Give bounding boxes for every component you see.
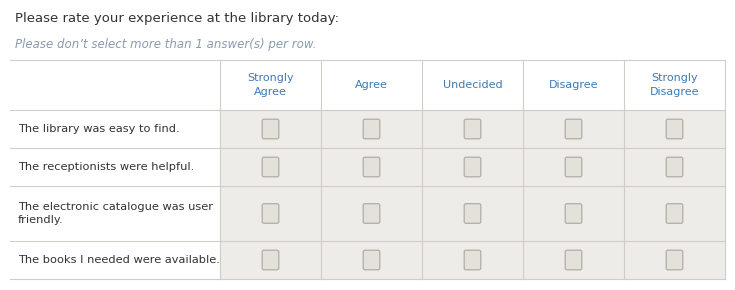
FancyBboxPatch shape bbox=[565, 119, 582, 139]
FancyBboxPatch shape bbox=[624, 186, 725, 241]
FancyBboxPatch shape bbox=[523, 110, 624, 148]
FancyBboxPatch shape bbox=[10, 60, 725, 110]
FancyBboxPatch shape bbox=[220, 186, 321, 241]
FancyBboxPatch shape bbox=[565, 250, 582, 270]
FancyBboxPatch shape bbox=[422, 241, 523, 279]
FancyBboxPatch shape bbox=[220, 148, 321, 186]
FancyBboxPatch shape bbox=[422, 110, 523, 148]
FancyBboxPatch shape bbox=[624, 148, 725, 186]
FancyBboxPatch shape bbox=[465, 157, 481, 177]
FancyBboxPatch shape bbox=[523, 241, 624, 279]
Text: Agree: Agree bbox=[355, 80, 388, 90]
FancyBboxPatch shape bbox=[422, 148, 523, 186]
FancyBboxPatch shape bbox=[262, 119, 279, 139]
FancyBboxPatch shape bbox=[523, 148, 624, 186]
Text: The electronic catalogue was user
friendly.: The electronic catalogue was user friend… bbox=[18, 202, 213, 225]
FancyBboxPatch shape bbox=[666, 119, 683, 139]
Text: The books I needed were available.: The books I needed were available. bbox=[18, 255, 220, 265]
FancyBboxPatch shape bbox=[10, 148, 220, 186]
FancyBboxPatch shape bbox=[666, 204, 683, 223]
FancyBboxPatch shape bbox=[363, 250, 380, 270]
FancyBboxPatch shape bbox=[465, 119, 481, 139]
FancyBboxPatch shape bbox=[321, 186, 422, 241]
FancyBboxPatch shape bbox=[465, 204, 481, 223]
FancyBboxPatch shape bbox=[523, 186, 624, 241]
Text: Undecided: Undecided bbox=[442, 80, 502, 90]
Text: The library was easy to find.: The library was easy to find. bbox=[18, 124, 179, 134]
FancyBboxPatch shape bbox=[624, 110, 725, 148]
Text: The receptionists were helpful.: The receptionists were helpful. bbox=[18, 162, 194, 172]
Text: Disagree: Disagree bbox=[549, 80, 598, 90]
FancyBboxPatch shape bbox=[262, 157, 279, 177]
FancyBboxPatch shape bbox=[363, 119, 380, 139]
FancyBboxPatch shape bbox=[363, 204, 380, 223]
FancyBboxPatch shape bbox=[465, 250, 481, 270]
FancyBboxPatch shape bbox=[10, 186, 220, 241]
FancyBboxPatch shape bbox=[262, 250, 279, 270]
FancyBboxPatch shape bbox=[363, 157, 380, 177]
Text: Please rate your experience at the library today:: Please rate your experience at the libra… bbox=[15, 12, 339, 25]
FancyBboxPatch shape bbox=[321, 148, 422, 186]
FancyBboxPatch shape bbox=[565, 157, 582, 177]
FancyBboxPatch shape bbox=[565, 204, 582, 223]
FancyBboxPatch shape bbox=[262, 204, 279, 223]
FancyBboxPatch shape bbox=[10, 241, 220, 279]
FancyBboxPatch shape bbox=[422, 186, 523, 241]
FancyBboxPatch shape bbox=[624, 241, 725, 279]
FancyBboxPatch shape bbox=[220, 110, 321, 148]
FancyBboxPatch shape bbox=[321, 110, 422, 148]
FancyBboxPatch shape bbox=[666, 157, 683, 177]
FancyBboxPatch shape bbox=[10, 110, 220, 148]
FancyBboxPatch shape bbox=[321, 241, 422, 279]
FancyBboxPatch shape bbox=[220, 241, 321, 279]
Text: Strongly
Disagree: Strongly Disagree bbox=[650, 73, 699, 97]
FancyBboxPatch shape bbox=[666, 250, 683, 270]
Text: Please don’t select more than 1 answer(s) per row.: Please don’t select more than 1 answer(s… bbox=[15, 38, 317, 51]
Text: Strongly
Agree: Strongly Agree bbox=[247, 73, 294, 97]
